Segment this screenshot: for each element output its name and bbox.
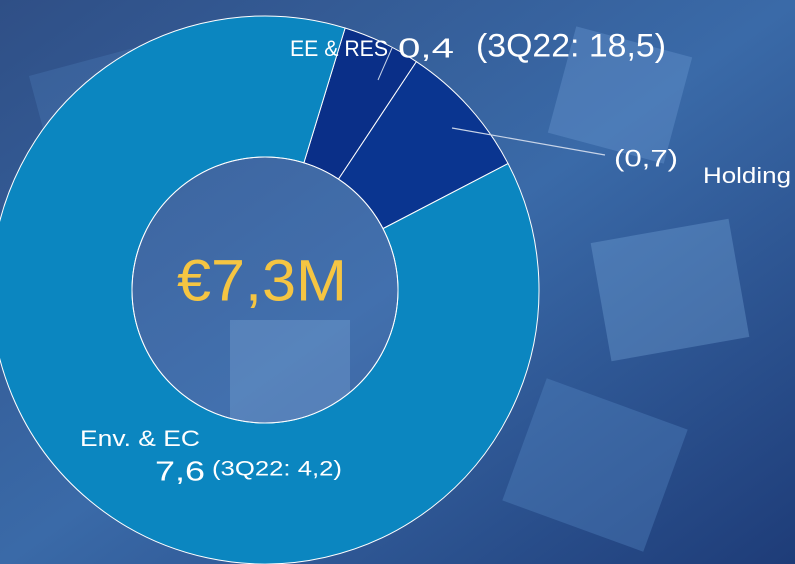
center-label: €7,3M	[177, 248, 347, 313]
value-label: (0,7)	[614, 145, 678, 172]
annotation: (3Q22: 18,5)	[476, 27, 666, 63]
leader-line	[451, 127, 606, 156]
donut	[0, 15, 540, 564]
category-label: Env. & EC	[80, 426, 200, 451]
annotation: (3Q22: 4,2)	[212, 458, 342, 481]
category-label: EE & RES	[290, 36, 388, 61]
category-label: Holding	[703, 163, 791, 188]
donut-hole	[131, 156, 399, 424]
leader-line	[377, 47, 393, 81]
value-label: 7,6	[155, 455, 205, 486]
value-label: 0,4	[398, 32, 454, 63]
